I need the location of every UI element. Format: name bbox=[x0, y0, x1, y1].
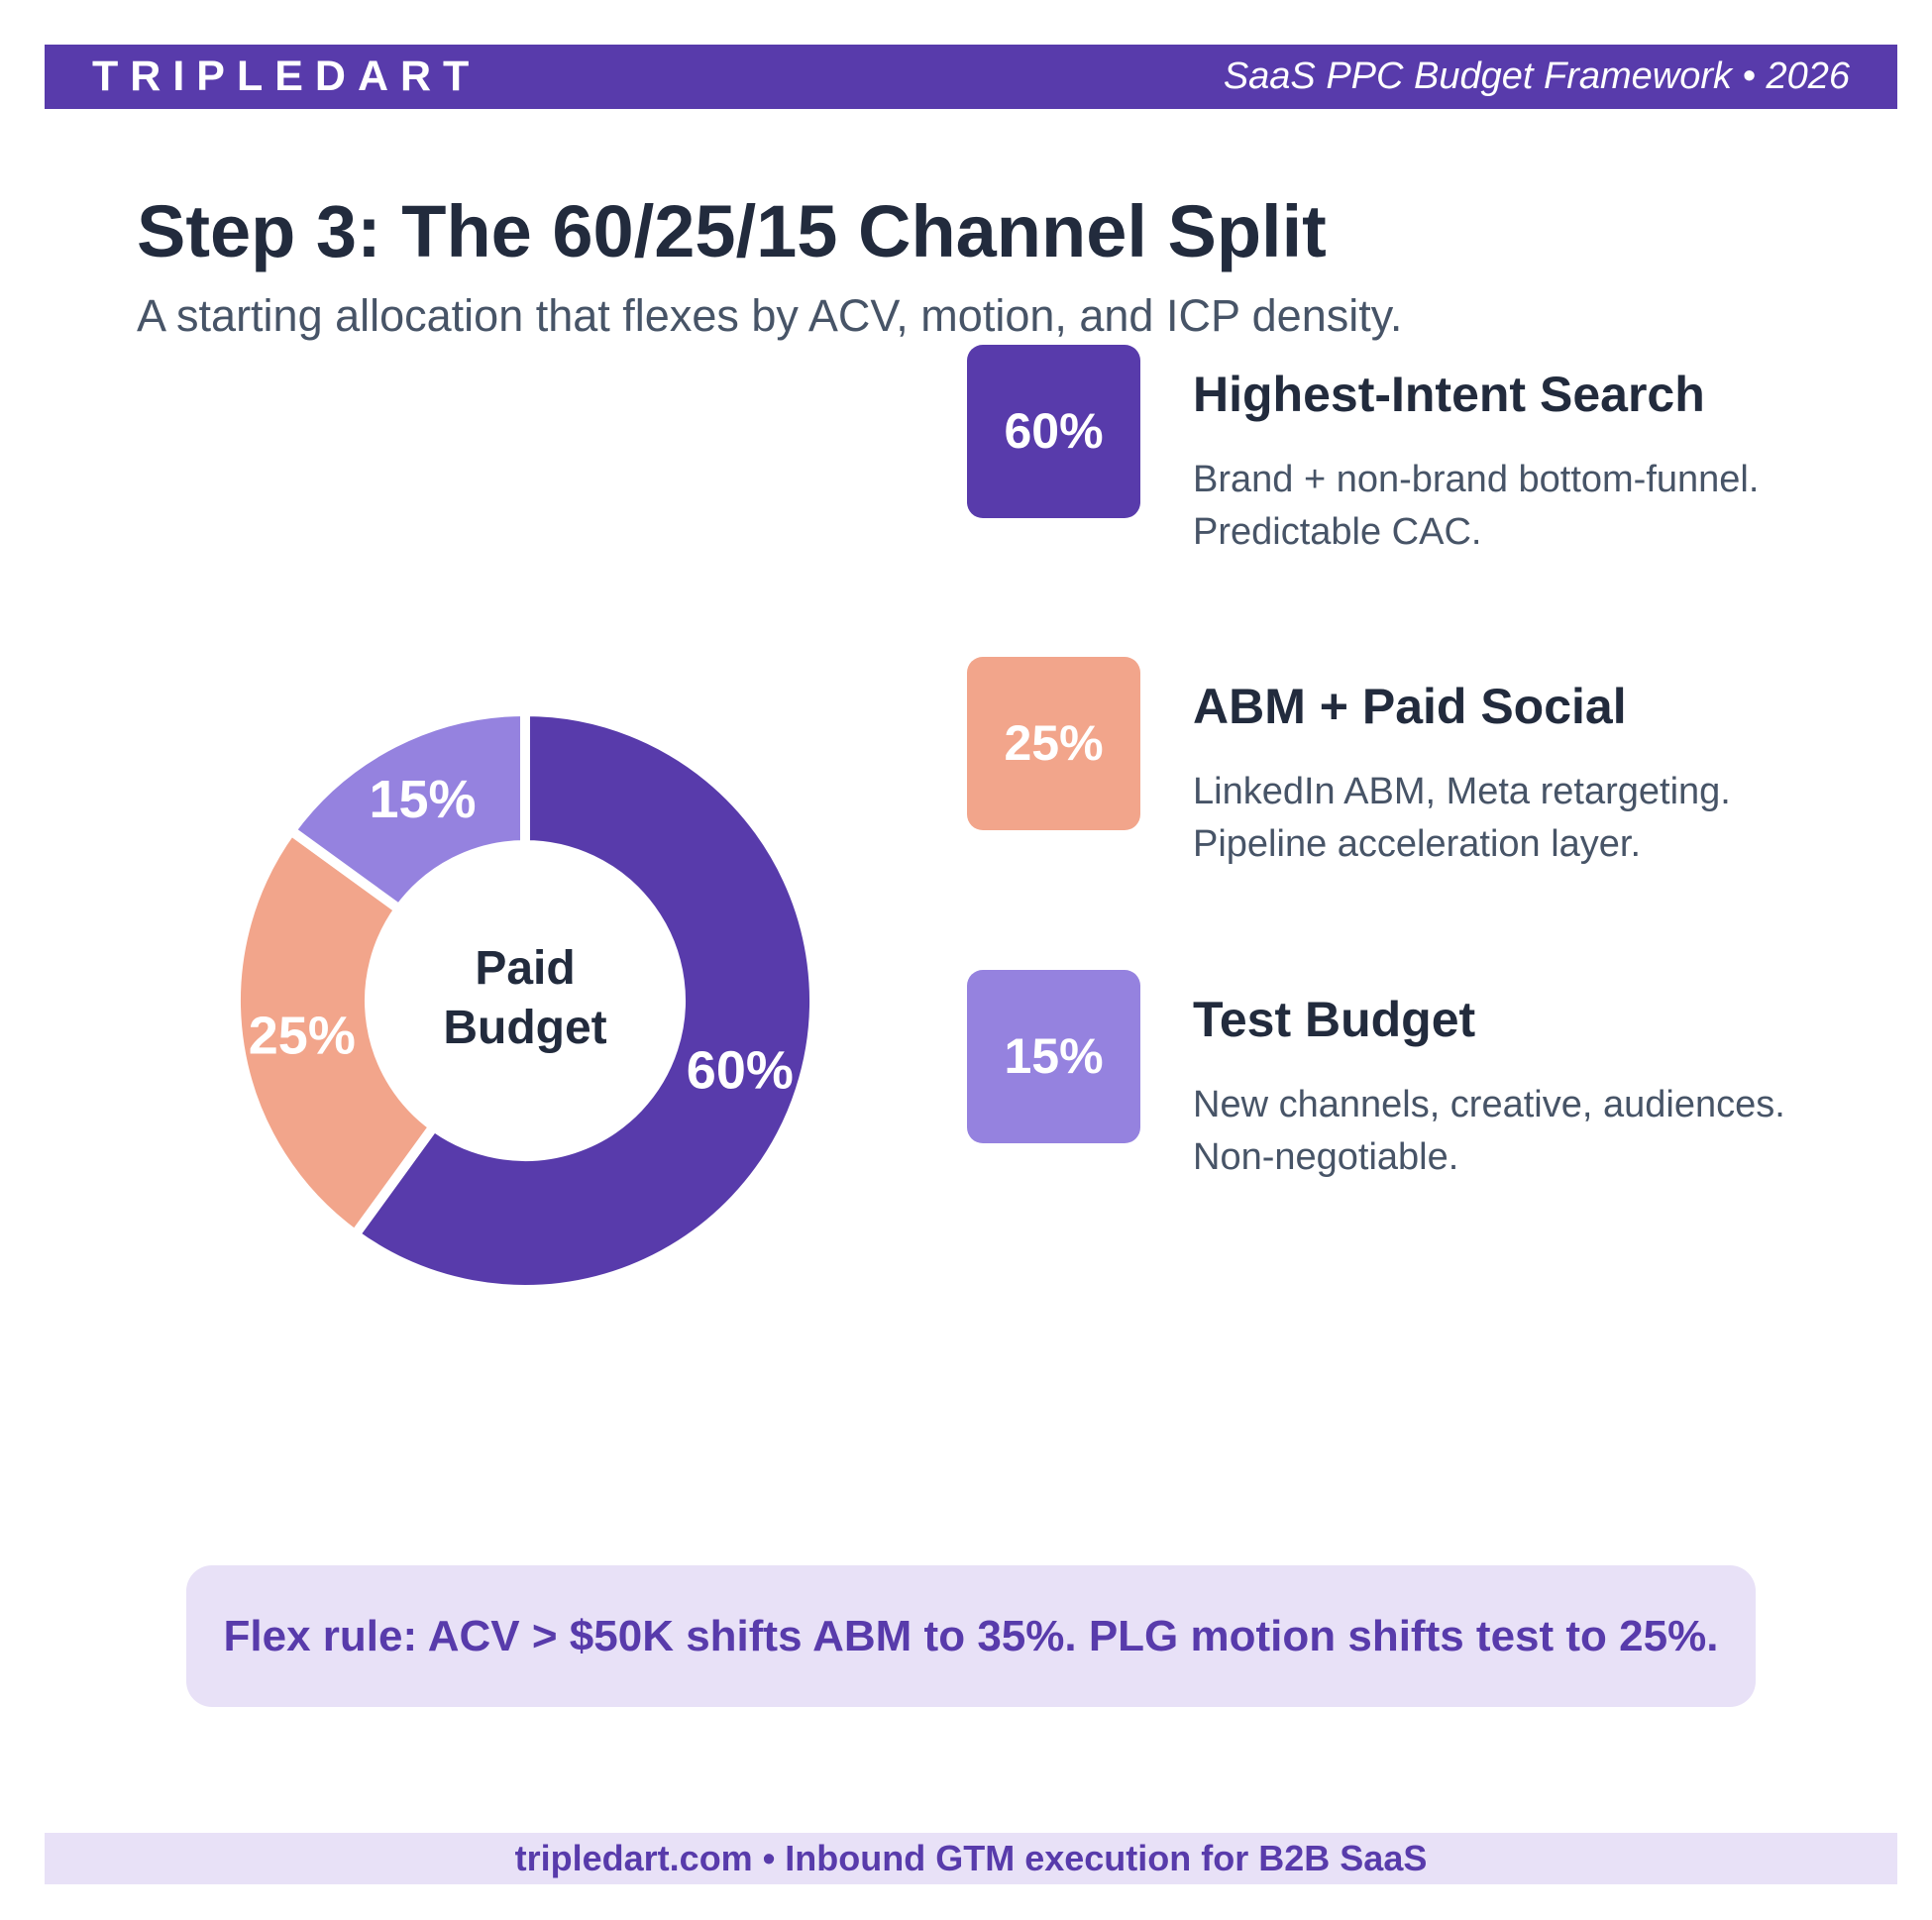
description-line-1: New channels, creative, audiences. bbox=[1193, 1084, 1785, 1125]
page-subtitle: A starting allocation that flexes by ACV… bbox=[137, 290, 1403, 341]
description-line-2: Predictable CAC. bbox=[1193, 511, 1482, 553]
donut-slice-label: 60% bbox=[687, 1040, 794, 1100]
category-search: 60% Highest-Intent Search Brand + non-br… bbox=[967, 345, 1859, 563]
donut-slice-label: 15% bbox=[369, 770, 476, 829]
donut-slice-25 bbox=[231, 825, 439, 1240]
category-name: ABM + Paid Social bbox=[1193, 679, 1627, 734]
percent-badge: 15% bbox=[967, 970, 1140, 1143]
category-description: LinkedIn ABM, Meta retargeting. Pipeline… bbox=[1193, 766, 1731, 871]
donut-slice-15 bbox=[285, 706, 530, 914]
category-abm: 25% ABM + Paid Social LinkedIn ABM, Meta… bbox=[967, 657, 1859, 875]
donut-center-line-1: Paid bbox=[475, 942, 576, 995]
description-line-2: Pipeline acceleration layer. bbox=[1193, 823, 1642, 865]
header-tagline: SaaS PPC Budget Framework • 2026 bbox=[1223, 55, 1850, 97]
category-description: New channels, creative, audiences. Non-n… bbox=[1193, 1079, 1785, 1184]
description-line-2: Non-negotiable. bbox=[1193, 1136, 1459, 1178]
page-title: Step 3: The 60/25/15 Channel Split bbox=[137, 190, 1327, 272]
description-line-1: Brand + non-brand bottom-funnel. bbox=[1193, 459, 1760, 500]
flex-rule-box: Flex rule: ACV > $50K shifts ABM to 35%.… bbox=[186, 1565, 1756, 1707]
header-bar: TRIPLEDART SaaS PPC Budget Framework • 2… bbox=[45, 45, 1897, 109]
flex-rule-text: Flex rule: ACV > $50K shifts ABM to 35%.… bbox=[223, 1611, 1719, 1660]
description-line-1: LinkedIn ABM, Meta retargeting. bbox=[1193, 771, 1731, 812]
donut-slice-60 bbox=[350, 706, 819, 1295]
donut-center-line-2: Budget bbox=[443, 1002, 607, 1054]
donut-slice-label: 25% bbox=[249, 1007, 356, 1066]
percent-badge: 60% bbox=[967, 345, 1140, 518]
category-test: 15% Test Budget New channels, creative, … bbox=[967, 970, 1859, 1188]
category-name: Test Budget bbox=[1193, 992, 1476, 1047]
brand-logo: TRIPLEDART bbox=[92, 53, 482, 100]
footer: tripledart.com • Inbound GTM execution f… bbox=[45, 1833, 1897, 1884]
category-description: Brand + non-brand bottom-funnel. Predict… bbox=[1193, 454, 1759, 559]
category-name: Highest-Intent Search bbox=[1193, 367, 1705, 422]
percent-badge: 25% bbox=[967, 657, 1140, 830]
donut-center-label: Paid Budget bbox=[376, 939, 674, 1058]
